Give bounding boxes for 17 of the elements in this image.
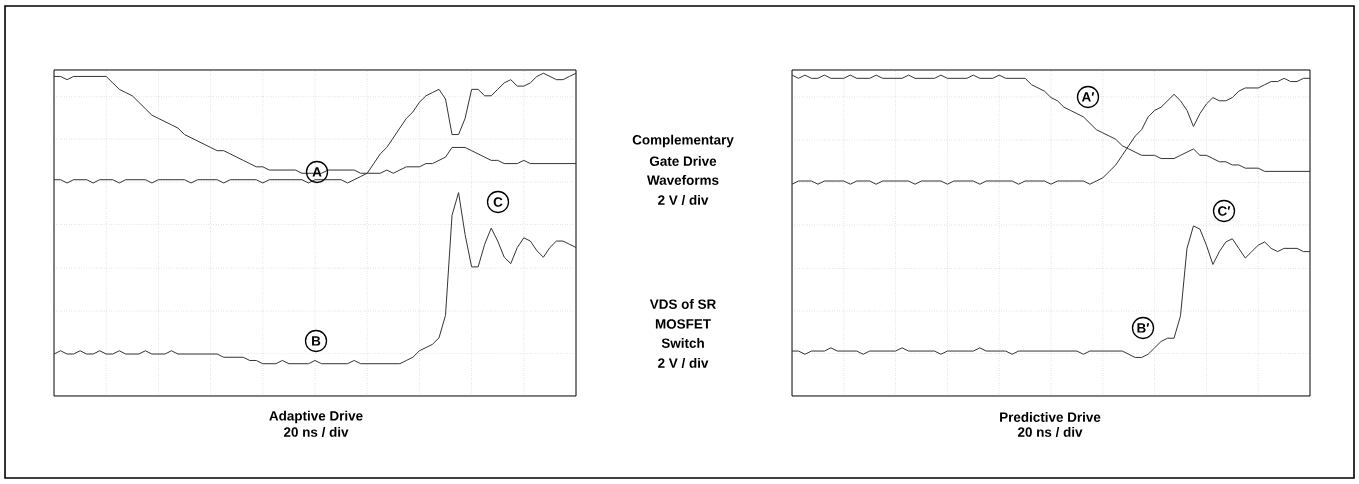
x-axis-title: 20 ns / div xyxy=(1017,426,1083,437)
x-axis-title: 20 ns / div xyxy=(283,426,349,437)
annotation: B xyxy=(312,336,321,346)
text: Gate Drive xyxy=(649,156,717,166)
text: Adaptive Drive xyxy=(269,410,363,424)
text: Waveforms xyxy=(647,175,719,185)
text: Switch xyxy=(661,338,704,348)
text: 2 V / div xyxy=(658,194,709,205)
text: Complementary xyxy=(632,134,734,148)
text: MOSFET xyxy=(655,319,711,329)
text: VDS of SR xyxy=(649,299,716,309)
annotation: A′ xyxy=(1081,92,1095,102)
text: 2 V / div xyxy=(658,357,709,368)
annotation: B′ xyxy=(1137,323,1150,333)
annotation: C′ xyxy=(1218,206,1231,216)
annotation: C xyxy=(493,197,503,207)
text: Predictive Drive xyxy=(1000,412,1101,422)
